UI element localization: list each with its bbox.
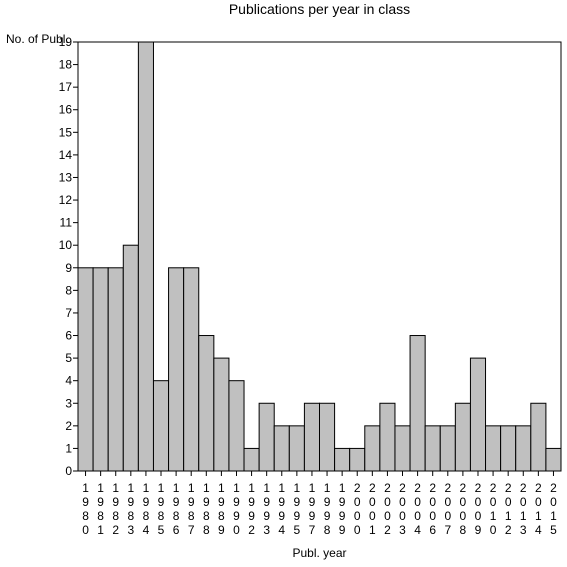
- bar-1987: [183, 267, 200, 472]
- bar-2004: [409, 335, 426, 472]
- bar-2008: [454, 402, 471, 472]
- y-tick-label-9: 9: [65, 261, 72, 275]
- bar-1983: [122, 244, 139, 472]
- y-tick-label-13: 13: [59, 170, 73, 184]
- bar-1980: [77, 267, 94, 472]
- bar-2006: [424, 425, 441, 472]
- bar-1984: [137, 41, 154, 472]
- bar-2009: [469, 357, 487, 472]
- bar-2007: [439, 425, 456, 472]
- bar-1993: [258, 402, 275, 472]
- bar-2014: [530, 402, 547, 472]
- bar-1989: [213, 357, 230, 472]
- y-tick-label-8: 8: [65, 283, 72, 297]
- y-tick-label-11: 11: [60, 216, 73, 230]
- bar-1992: [243, 447, 260, 472]
- y-tick-label-3: 3: [65, 396, 72, 410]
- y-tick-label-0: 0: [65, 464, 72, 478]
- y-tick-label-16: 16: [59, 103, 73, 117]
- bar-2003: [394, 425, 411, 472]
- y-tick-label-4: 4: [65, 374, 72, 388]
- y-tick-label-5: 5: [65, 351, 72, 365]
- bar-1985: [152, 380, 170, 472]
- y-tick-label-1: 1: [65, 441, 72, 455]
- x-axis-ticks: 1 9 8 0 1 9 8 1 1 9 8 2 1 9 8 3 1 9 8 4 1 9 8 5 1 9 8 6 1 9 8 7 1 9 8 8 1 9 8 9…: [82, 471, 557, 537]
- y-tick-label-17: 17: [59, 80, 73, 94]
- bar-1986: [168, 267, 185, 472]
- bars-group: [77, 41, 562, 472]
- y-axis-label: No. of Publ.: [6, 32, 69, 46]
- bar-1995: [288, 425, 305, 472]
- y-tick-label-15: 15: [59, 125, 73, 139]
- y-tick-label-2: 2: [65, 419, 72, 433]
- bar-1999: [334, 447, 351, 472]
- bar-2000: [349, 447, 366, 472]
- bar-1990: [228, 380, 245, 472]
- bar-2013: [515, 425, 532, 472]
- y-tick-label-14: 14: [59, 148, 73, 162]
- chart-title: Publications per year in class: [229, 1, 410, 17]
- y-tick-label-6: 6: [65, 329, 72, 343]
- bar-1982: [107, 267, 124, 472]
- y-tick-label-10: 10: [59, 238, 73, 252]
- bar-2010: [485, 425, 502, 472]
- y-tick-label-12: 12: [59, 193, 73, 207]
- bar-2012: [500, 425, 517, 472]
- bar-1988: [198, 335, 215, 472]
- x-axis-label: Publ. year: [292, 546, 346, 560]
- y-tick-label-18: 18: [59, 58, 73, 72]
- plot-frame: [77, 41, 562, 472]
- bar-1997: [303, 402, 320, 472]
- y-tick-label-19: 19: [59, 35, 73, 49]
- bar-1981: [92, 267, 109, 472]
- bar-1994: [273, 425, 290, 472]
- bar-2002: [379, 402, 396, 472]
- bar-1998: [319, 402, 336, 472]
- bar-2015: [545, 447, 562, 472]
- bar-2001: [364, 425, 381, 472]
- y-tick-label-7: 7: [65, 306, 72, 320]
